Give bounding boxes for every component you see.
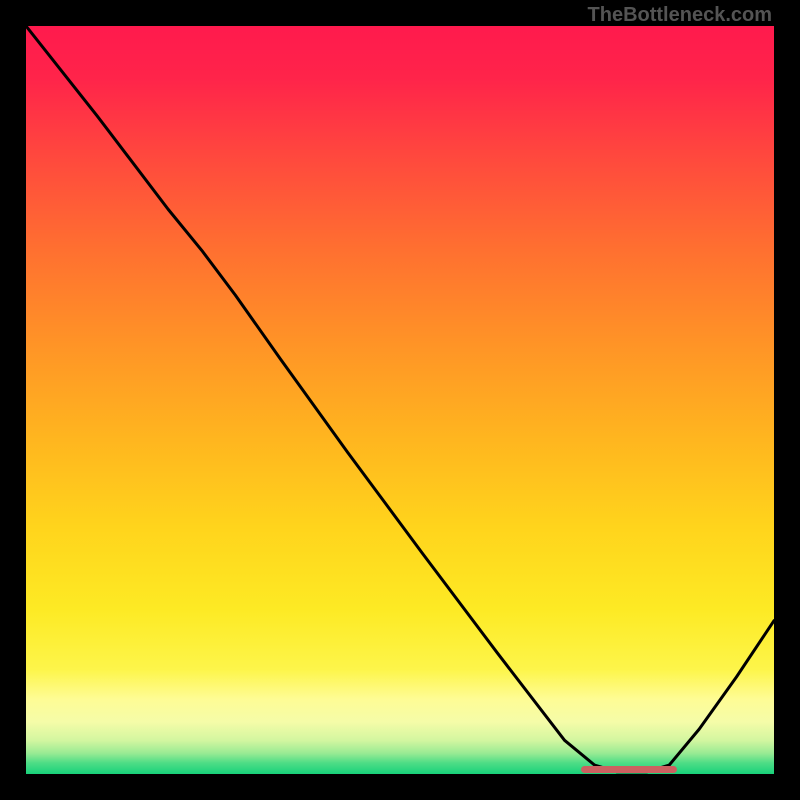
chart-curve xyxy=(26,26,774,774)
chart-highlight-marker xyxy=(581,766,677,773)
watermark-text: TheBottleneck.com xyxy=(588,4,772,27)
chart-plot-area xyxy=(26,26,774,774)
